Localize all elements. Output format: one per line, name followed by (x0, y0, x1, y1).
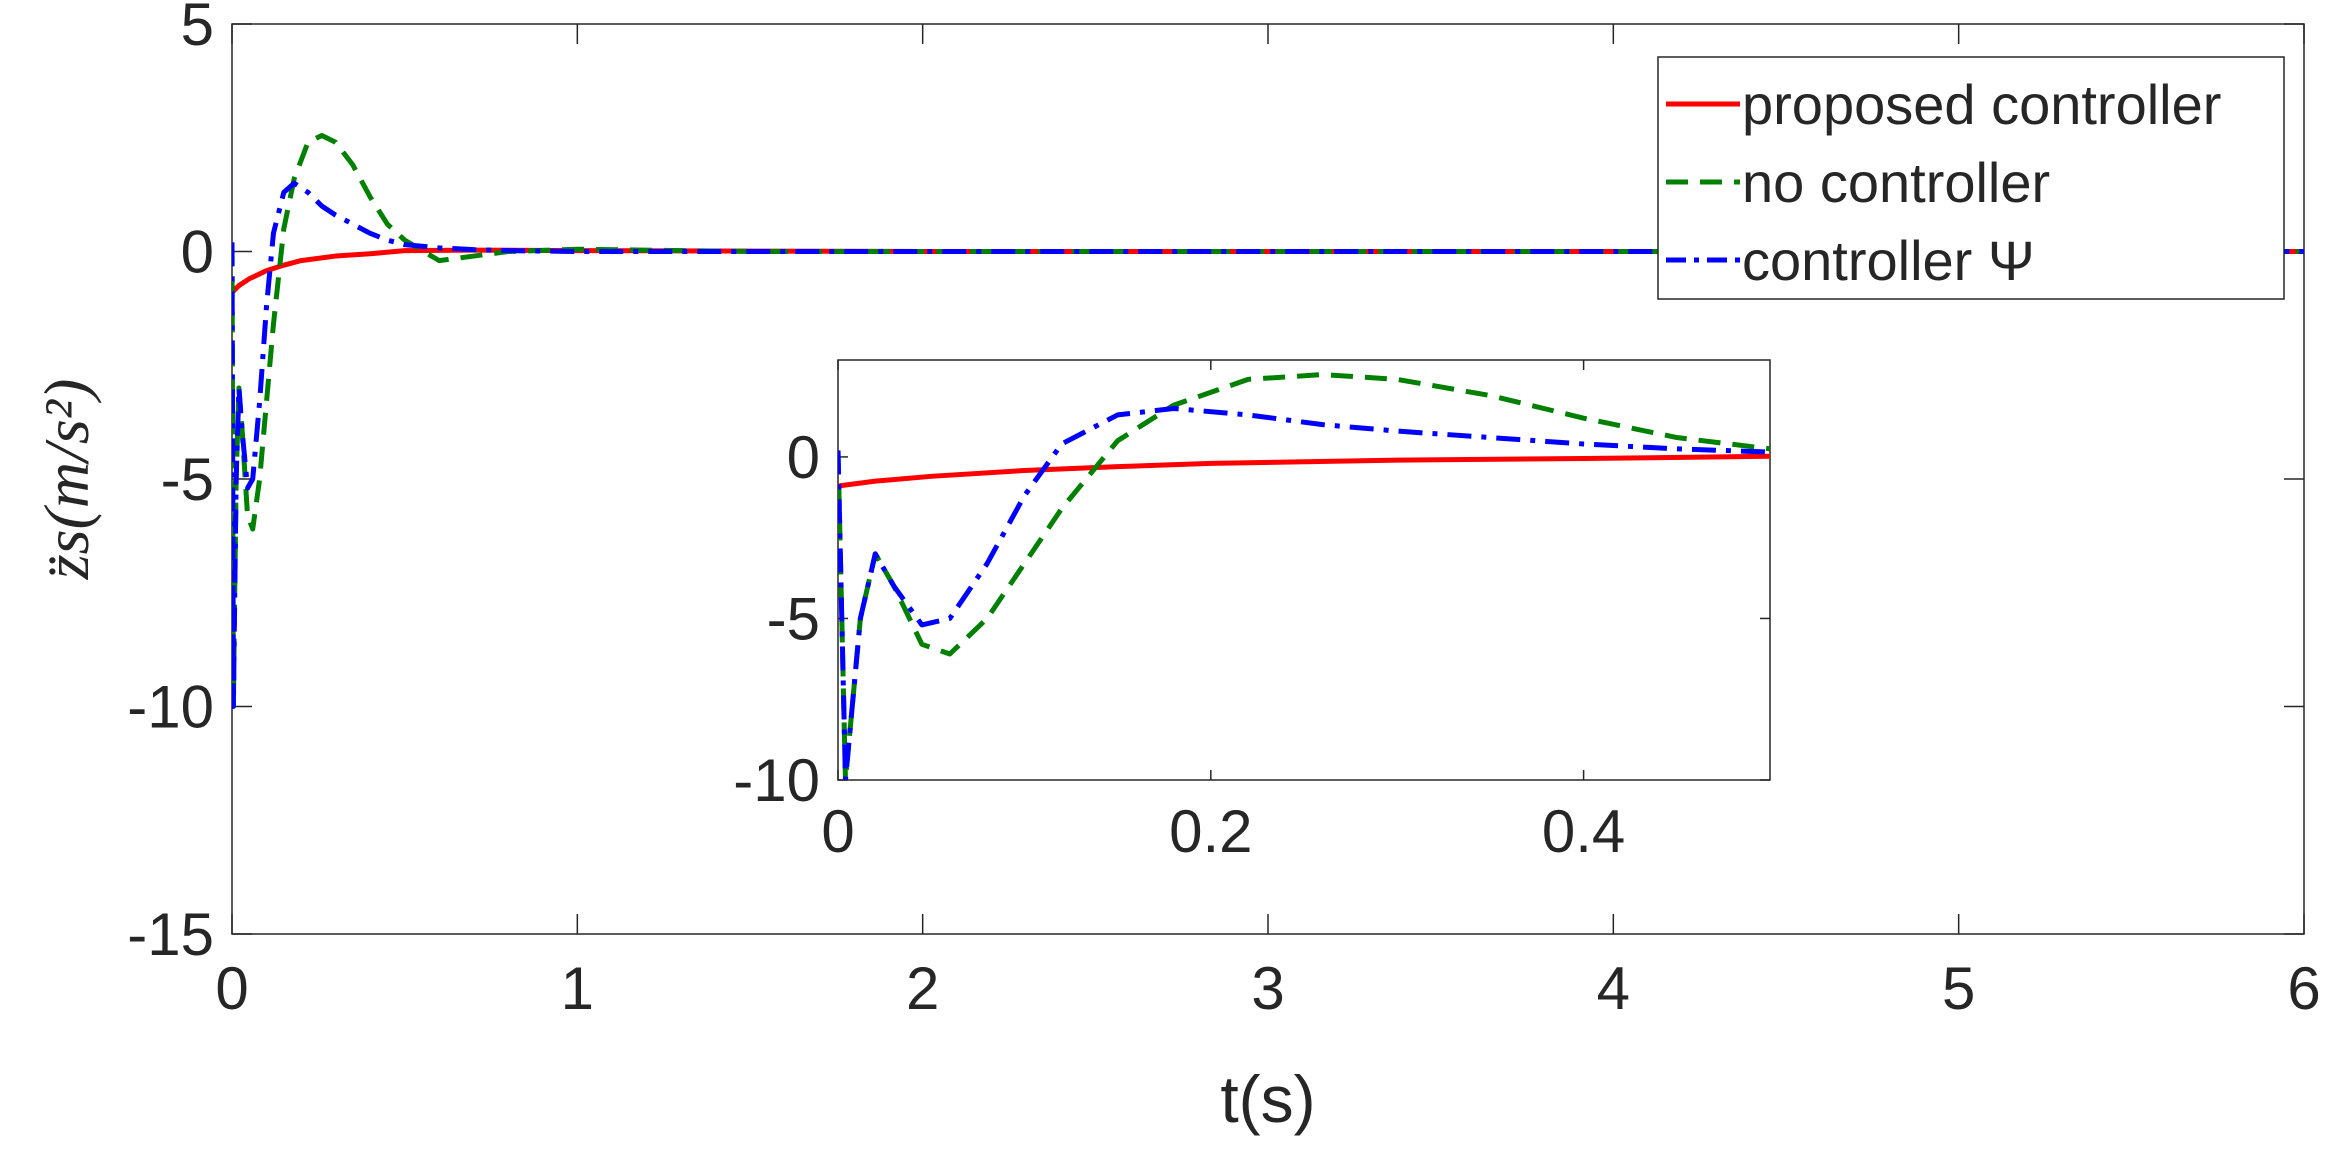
inset-y-tick-label: -5 (767, 585, 820, 652)
legend-label-1: no controller (1742, 151, 2050, 214)
inset-y-tick-label: -10 (733, 747, 820, 814)
inset-axes-frame (837, 359, 1771, 781)
main-y-tick-label: -5 (161, 446, 214, 513)
main-x-tick-label: 5 (1942, 955, 1975, 1022)
main-y-tick-label: -15 (127, 901, 214, 968)
legend-box (1657, 56, 2285, 300)
main-x-tick-label: 4 (1597, 955, 1630, 1022)
legend-label-2: controller Ψ (1742, 229, 2035, 292)
main-y-tick-label: 0 (181, 219, 214, 286)
inset-y-tick-label: 0 (787, 424, 820, 491)
y-axis-label: z̈s(m/s²) (31, 379, 102, 581)
main-y-tick-label: -10 (127, 674, 214, 741)
main-x-tick-label: 1 (561, 955, 594, 1022)
inset-x-tick-label: 0.4 (1542, 798, 1625, 865)
main-x-tick-label: 2 (906, 955, 939, 1022)
inset-series-line-0 (838, 453, 1770, 489)
main-x-tick-label: 0 (215, 955, 248, 1022)
main-x-tick-label: 6 (2287, 955, 2320, 1022)
inset-x-tick-label: 0 (821, 798, 854, 865)
main-series-line-2 (232, 180, 2304, 709)
x-axis-label: t(s) (1220, 1062, 1315, 1136)
main-x-tick-label: 3 (1251, 955, 1284, 1022)
inset-x-tick-label: 0.2 (1169, 798, 1252, 865)
main-y-tick-label: 5 (181, 0, 214, 58)
legend-label-0: proposed controller (1742, 73, 2221, 136)
